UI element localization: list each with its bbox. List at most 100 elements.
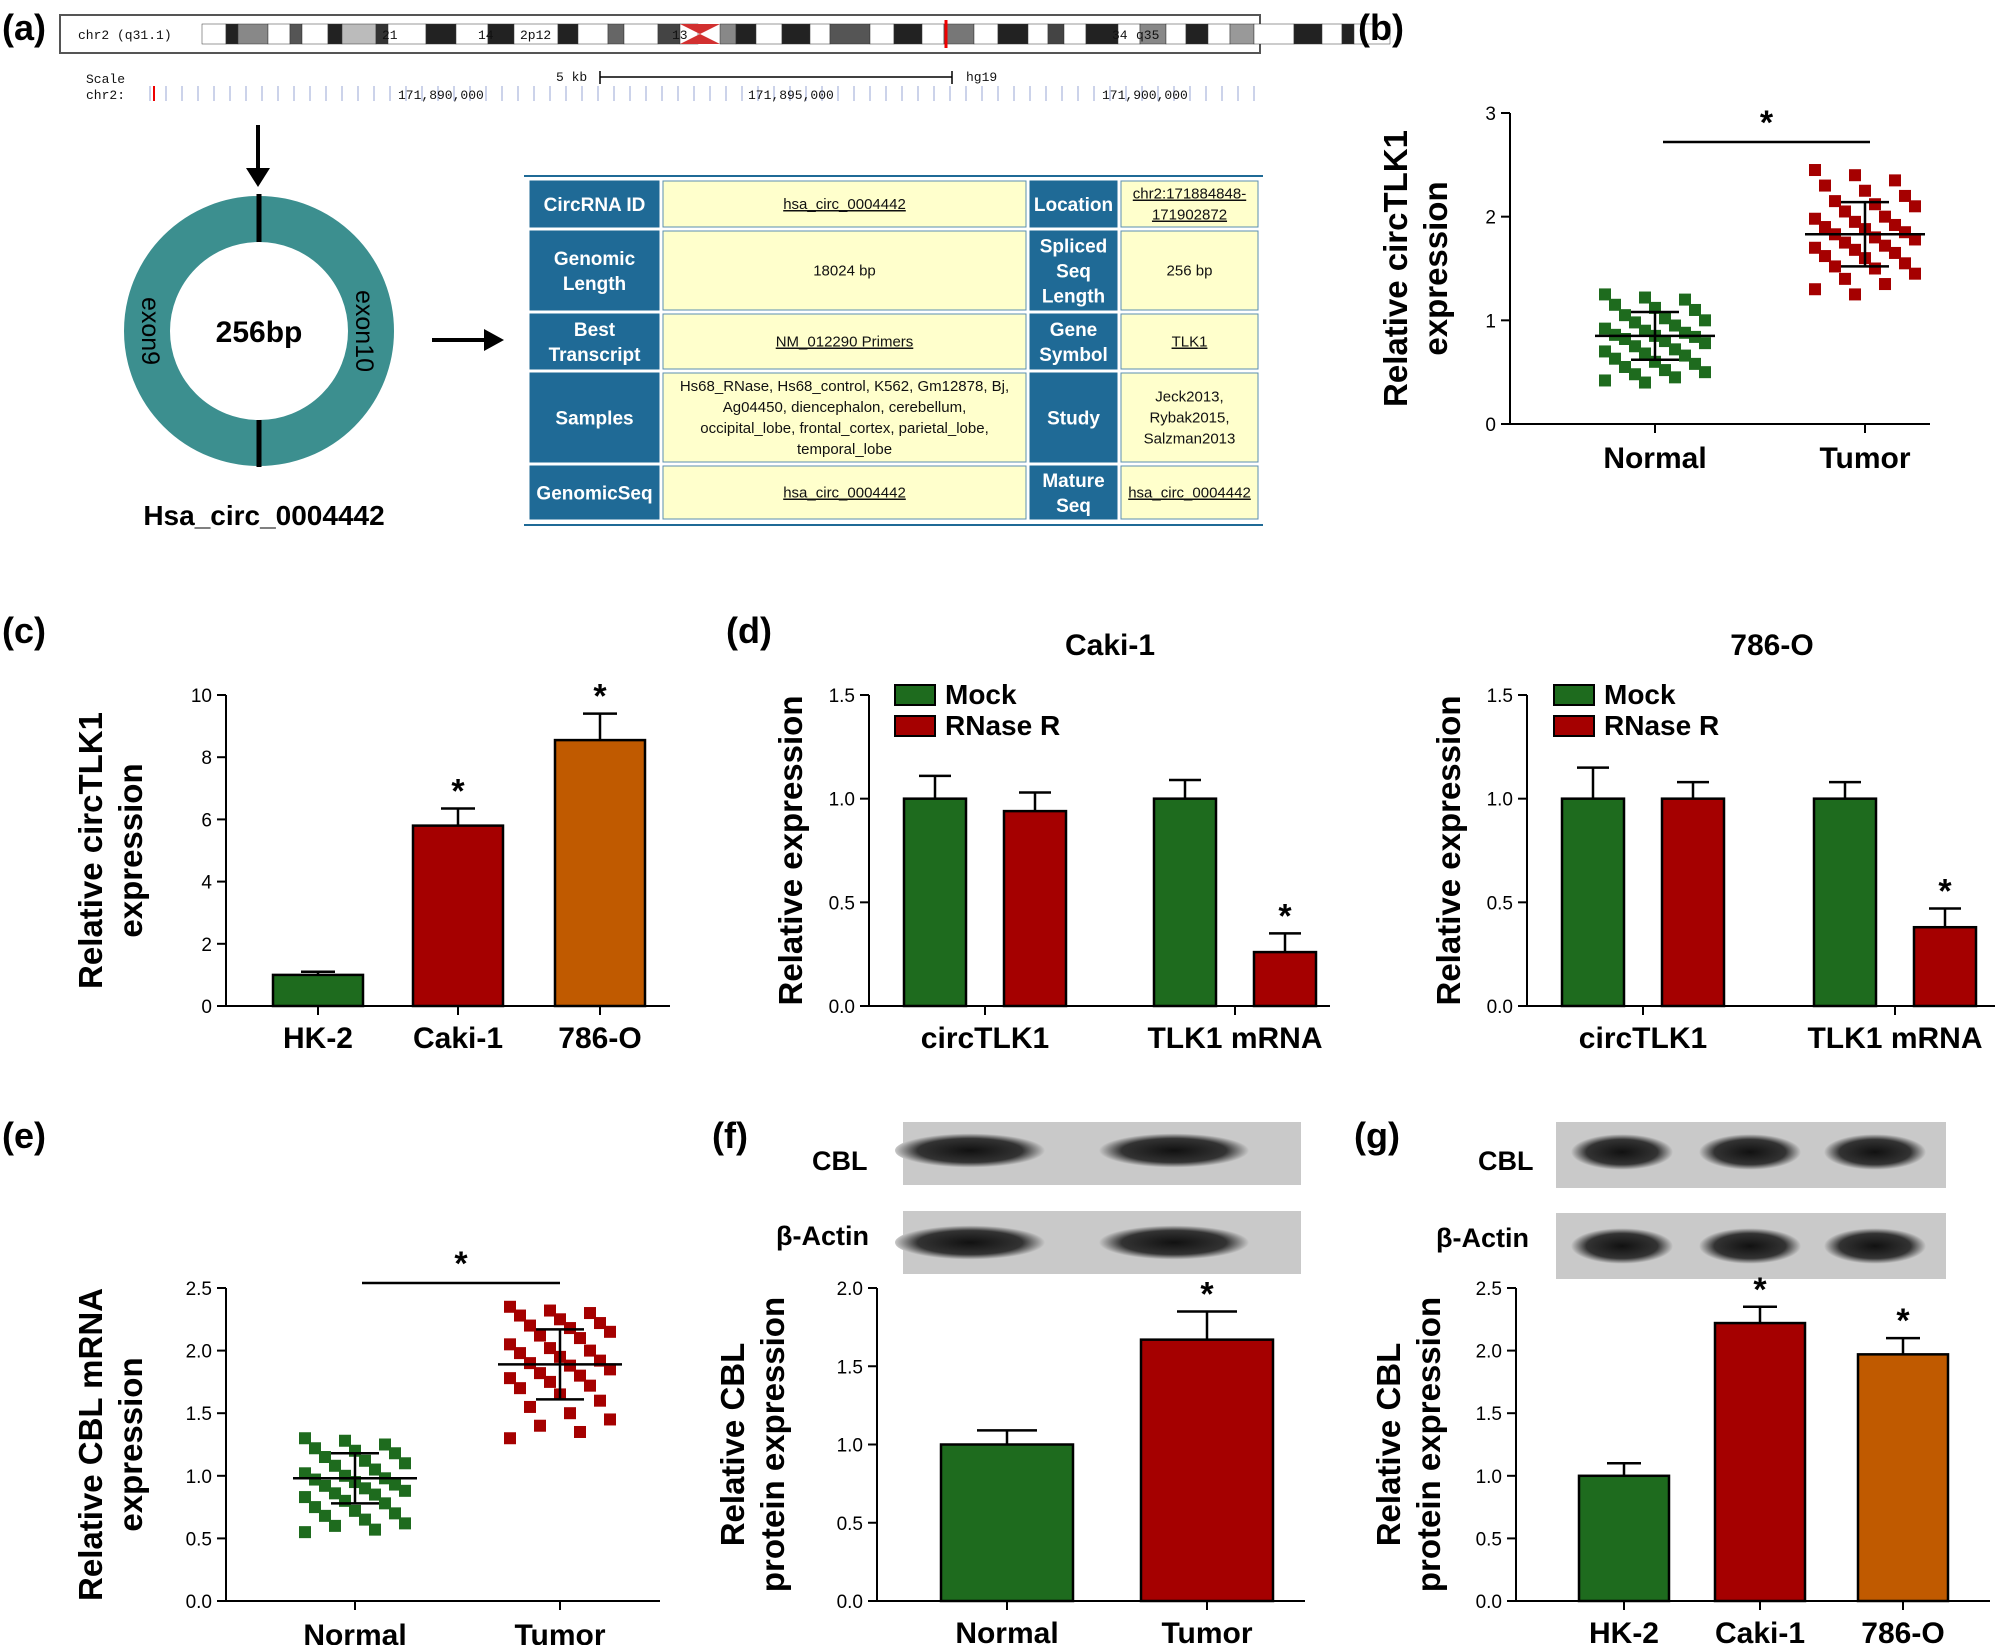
blot-band xyxy=(1099,1225,1249,1260)
table-value-cell xyxy=(662,230,1027,311)
significance-star: * xyxy=(1200,1275,1214,1313)
data-point xyxy=(1809,164,1821,177)
centromere-icon xyxy=(680,24,720,34)
table-value-text: hsa_circ_0004442 xyxy=(1128,485,1251,502)
data-point xyxy=(1639,347,1651,360)
data-point xyxy=(399,1517,411,1530)
x-category-label: Caki-1 xyxy=(1715,1617,1805,1645)
y-tick-label: 0 xyxy=(201,997,212,1018)
y-tick-label: 6 xyxy=(201,810,212,831)
y-tick-label: 1.0 xyxy=(1476,1467,1502,1488)
chrom-band xyxy=(1229,23,1255,45)
y-tick-label: 1.5 xyxy=(186,1404,212,1425)
data-point xyxy=(369,1463,381,1476)
bar xyxy=(939,1443,1075,1603)
chrom-band xyxy=(829,23,871,45)
data-point xyxy=(534,1329,546,1342)
table-header-text: Length xyxy=(1042,287,1105,308)
data-point xyxy=(1909,200,1921,213)
blot-f-cbl-label: CBL xyxy=(812,1146,868,1176)
chrom-band xyxy=(267,23,291,45)
data-point xyxy=(604,1363,616,1376)
table-header-text: Study xyxy=(1047,409,1100,430)
blot-band xyxy=(1824,1134,1926,1170)
data-point xyxy=(1839,205,1851,218)
significance-star: * xyxy=(1896,1302,1910,1340)
data-point xyxy=(1689,303,1701,316)
right-arrow-icon xyxy=(484,329,504,351)
data-point xyxy=(299,1467,311,1480)
significance-star: * xyxy=(1760,104,1774,142)
x-category-label: circTLK1 xyxy=(1579,1022,1707,1055)
table-header-cell xyxy=(1029,372,1118,463)
data-point xyxy=(544,1342,556,1355)
data-point xyxy=(339,1434,351,1447)
y-tick-label: 1.5 xyxy=(1487,686,1513,707)
data-point xyxy=(1639,291,1651,304)
table-value-text: hsa_circ_0004442 xyxy=(783,485,906,502)
band-label: 34 xyxy=(1112,28,1128,43)
x-category-label: Tumor xyxy=(514,1619,605,1645)
data-point xyxy=(534,1419,546,1432)
significance-star: * xyxy=(593,678,607,716)
exon10-label: exon10 xyxy=(350,290,378,372)
chrom-band xyxy=(341,23,377,45)
data-point xyxy=(329,1519,341,1532)
data-point xyxy=(504,1372,516,1385)
data-point xyxy=(1849,215,1861,228)
y-tick-label: 1.5 xyxy=(829,686,855,707)
data-point xyxy=(1679,293,1691,306)
data-point xyxy=(1809,212,1821,225)
data-point xyxy=(1889,174,1901,187)
data-point xyxy=(1869,198,1881,211)
y-tick-label: 1.0 xyxy=(1487,790,1513,811)
table-header-cell xyxy=(529,313,660,370)
y-tick-label: 4 xyxy=(201,873,212,894)
ruler-position-1: 171,890,000 xyxy=(398,88,484,103)
data-point xyxy=(1629,316,1641,329)
data-point xyxy=(379,1497,391,1510)
chrom-band xyxy=(755,23,783,45)
data-point xyxy=(574,1369,586,1382)
data-point xyxy=(1859,184,1871,197)
chrom-band xyxy=(289,23,303,45)
table-value-text: Salzman2013 xyxy=(1144,431,1236,448)
data-point xyxy=(329,1459,341,1472)
chrom-band xyxy=(973,23,999,45)
data-point xyxy=(319,1479,331,1492)
table-value-cell xyxy=(662,313,1027,370)
y-axis-title: expression xyxy=(112,1357,149,1531)
legend-swatch xyxy=(894,715,936,737)
chart-title: 786-O xyxy=(1730,629,1813,662)
y-tick-label: 1 xyxy=(1485,311,1496,332)
data-point xyxy=(359,1482,371,1495)
table-value-text: chr2:171884848- xyxy=(1133,186,1246,203)
panel-label-g: (g) xyxy=(1354,1115,1400,1156)
panel-label-e: (e) xyxy=(2,1115,46,1156)
bar xyxy=(1577,1474,1671,1603)
data-point xyxy=(1879,239,1891,252)
data-point xyxy=(1669,371,1681,384)
chrom-band xyxy=(1063,23,1087,45)
data-point xyxy=(349,1504,361,1517)
table-header-cell xyxy=(1029,465,1118,520)
scale-label: Scale xyxy=(86,72,125,87)
data-point xyxy=(1659,335,1671,348)
y-tick-label: 0.5 xyxy=(1476,1529,1502,1550)
table-value-text: hsa_circ_0004442 xyxy=(783,196,906,213)
bar xyxy=(1560,797,1626,1008)
chart-f: 0.0 0.5 1.0 1.5 2.0 Normal Tumor * Relative CBL p… xyxy=(714,1275,1305,1645)
data-point xyxy=(584,1344,596,1357)
bar xyxy=(1856,1353,1950,1603)
data-point xyxy=(1849,288,1861,301)
data-point xyxy=(504,1338,516,1351)
data-point xyxy=(514,1382,526,1395)
chart-b: 0 1 2 3 Normal Tumor * Relative circTLK1 express… xyxy=(1377,104,1930,475)
table-header-text: Samples xyxy=(555,409,633,430)
x-category-label: Normal xyxy=(955,1617,1058,1645)
data-point xyxy=(1849,169,1861,182)
data-point xyxy=(1669,319,1681,332)
data-point xyxy=(1829,195,1841,208)
data-point xyxy=(544,1304,556,1317)
bar xyxy=(1002,809,1068,1008)
